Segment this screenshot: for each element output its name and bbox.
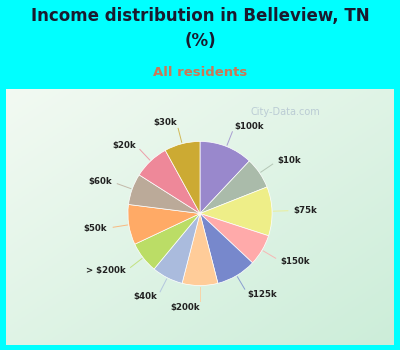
Text: City-Data.com: City-Data.com: [250, 107, 320, 117]
Text: $40k: $40k: [134, 293, 158, 301]
Wedge shape: [135, 214, 200, 269]
Wedge shape: [200, 214, 252, 283]
Wedge shape: [200, 161, 267, 214]
Wedge shape: [200, 141, 249, 214]
Text: $20k: $20k: [112, 141, 136, 150]
Text: All residents: All residents: [153, 66, 247, 79]
Text: Income distribution in Belleview, TN: Income distribution in Belleview, TN: [31, 7, 369, 26]
Text: (%): (%): [184, 32, 216, 50]
Text: $60k: $60k: [88, 177, 112, 186]
Text: $150k: $150k: [281, 257, 310, 266]
Text: $100k: $100k: [234, 122, 264, 131]
Text: $200k: $200k: [170, 303, 200, 312]
Wedge shape: [139, 150, 200, 214]
Wedge shape: [165, 141, 200, 214]
Text: $10k: $10k: [278, 156, 301, 165]
Text: $75k: $75k: [294, 206, 318, 215]
Text: $30k: $30k: [153, 118, 177, 127]
Wedge shape: [128, 204, 200, 244]
Text: $125k: $125k: [248, 290, 278, 299]
Wedge shape: [200, 187, 272, 236]
Wedge shape: [154, 214, 200, 283]
Text: $50k: $50k: [84, 224, 108, 233]
Wedge shape: [200, 214, 268, 263]
Text: > $200k: > $200k: [86, 266, 126, 275]
Wedge shape: [128, 175, 200, 214]
Wedge shape: [182, 214, 218, 286]
